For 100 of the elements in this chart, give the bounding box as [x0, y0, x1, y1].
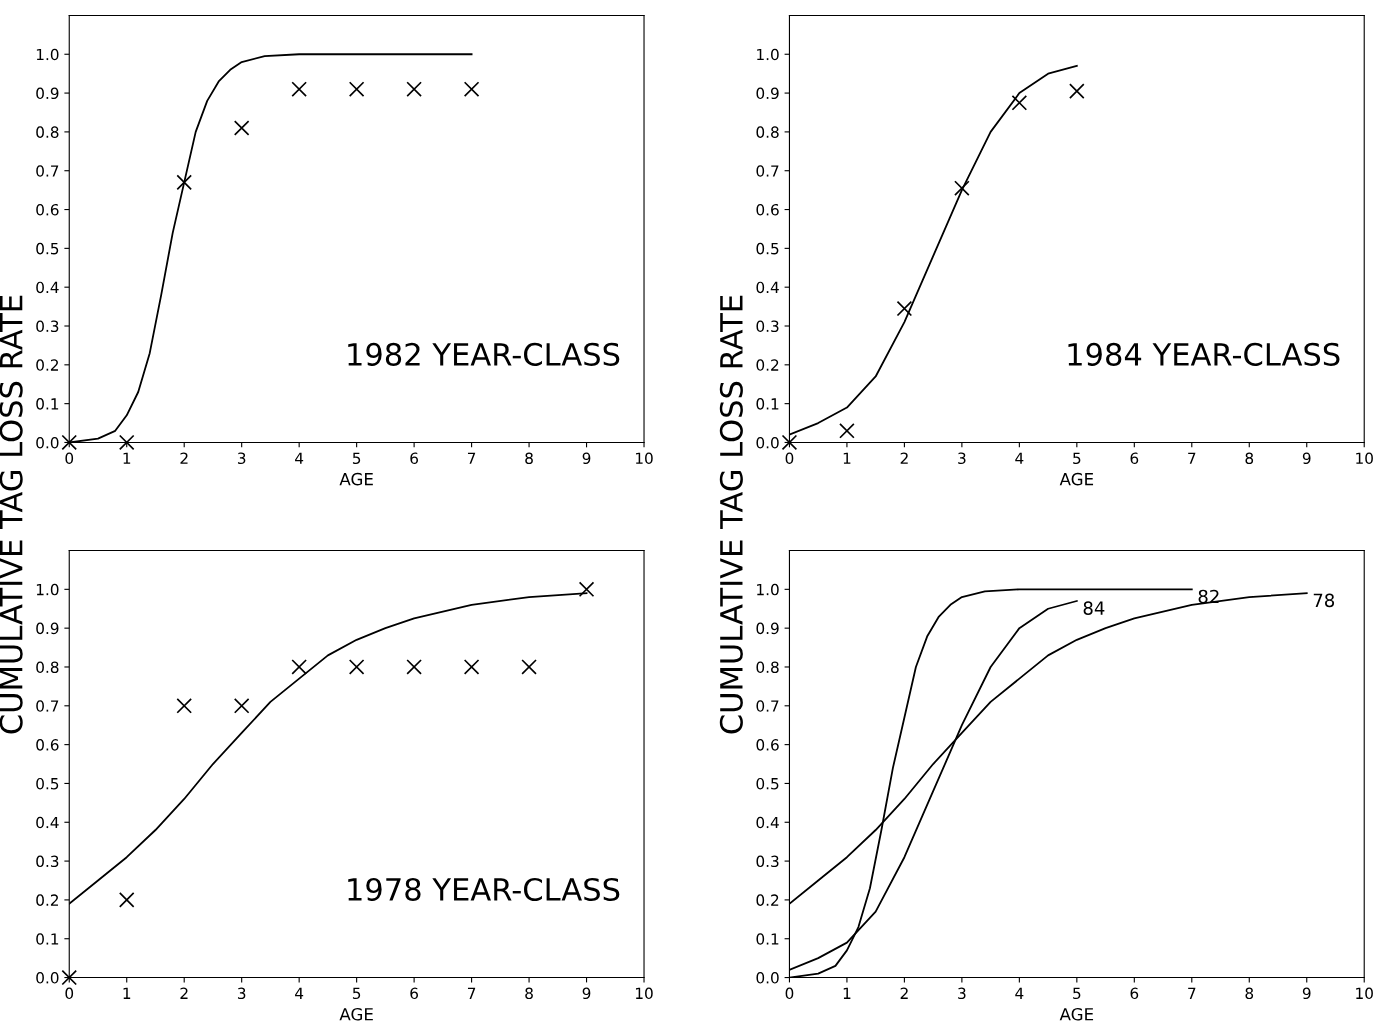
y-tick-label: 0.6 — [36, 204, 59, 216]
y-tick-label: 0.8 — [756, 126, 779, 138]
x-tick-label: 10 — [1356, 452, 1373, 465]
x-tick-label: 4 — [1015, 987, 1024, 999]
y-tick-label: 0.3 — [756, 320, 779, 333]
y-tick-label: 0.2 — [756, 894, 779, 906]
series-label: 84 — [1083, 601, 1105, 615]
y-tick-label: 0.5 — [756, 777, 779, 790]
y-tick-label: 0.0 — [36, 972, 59, 984]
point — [781, 434, 798, 451]
point — [291, 659, 307, 675]
y-tick-label: 0.9 — [756, 622, 779, 635]
point — [291, 81, 307, 97]
x-tick-label: 6 — [410, 452, 419, 465]
annotation: 1982 YEAR-CLASS — [348, 342, 620, 366]
y-tick-label: 0.0 — [36, 436, 59, 449]
x-tick-label: 4 — [295, 452, 304, 464]
x-tick-label: 4 — [1015, 452, 1024, 464]
x-tick-label: 4 — [295, 987, 304, 999]
point — [233, 120, 250, 136]
annotation: 1984 YEAR-CLASS — [1068, 342, 1340, 366]
y-tick-label: 1.0 — [757, 583, 779, 596]
x-tick-label: 5 — [1073, 452, 1081, 465]
y-tick-label: 1.0 — [36, 48, 59, 61]
y-tick-label: 0.1 — [756, 398, 779, 410]
x-axis-title: AGE — [339, 1007, 373, 1021]
x-tick-label: 10 — [635, 987, 653, 1000]
point — [1069, 83, 1085, 99]
point — [406, 81, 422, 97]
x-tick-label: 3 — [237, 452, 246, 465]
x-axis-title: AGE — [339, 472, 373, 486]
x-tick-label: 7 — [467, 987, 476, 999]
x-tick-label: 8 — [1245, 987, 1254, 1000]
series-label: 78 — [1313, 593, 1335, 608]
x-tick-label: 6 — [410, 987, 419, 1000]
x-tick-label: 0 — [785, 987, 794, 1000]
y-tick-label: 0.1 — [36, 933, 59, 945]
x-tick-label: 9 — [1302, 452, 1311, 465]
x-tick-label: 6 — [1130, 452, 1139, 465]
x-tick-label: 8 — [525, 452, 533, 465]
x-tick-label: 0 — [65, 987, 74, 1000]
y-tick-label: 0.4 — [756, 816, 779, 829]
y-tick-label: 0.3 — [36, 320, 59, 333]
x-tick-label: 1 — [123, 987, 131, 999]
point — [118, 434, 135, 451]
y-tick-label: 0.8 — [36, 661, 59, 673]
point — [176, 174, 192, 191]
y-tick-label: 0.4 — [36, 816, 59, 829]
x-tick-label: 0 — [65, 452, 74, 465]
y-tick-label: 0.5 — [36, 777, 59, 790]
y-tick-label: 0.7 — [756, 700, 779, 712]
y-tick-label: 0.7 — [756, 165, 779, 177]
y-axis-title: CUMULATIVE TAG LOSS RATE — [0, 295, 23, 734]
y-tick-label: 0.0 — [756, 972, 779, 984]
x-tick-label: 2 — [180, 452, 188, 464]
y-tick-label: 0.7 — [36, 165, 59, 177]
y-tick-label: 0.9 — [36, 622, 59, 635]
y-tick-label: 0.2 — [36, 894, 58, 906]
y-tick-label: 0.0 — [756, 436, 779, 449]
y-tick-label: 1.0 — [757, 48, 779, 61]
y-tick-label: 0.4 — [36, 281, 59, 294]
point — [463, 659, 480, 675]
point — [463, 81, 480, 97]
point — [233, 698, 250, 714]
y-tick-label: 0.6 — [756, 739, 779, 751]
x-axis-title: AGE — [1059, 472, 1094, 486]
x-tick-label: 8 — [1245, 452, 1254, 465]
x-tick-label: 0 — [785, 452, 794, 465]
x-tick-label: 1 — [843, 452, 851, 464]
y-tick-label: 0.3 — [36, 855, 59, 868]
x-tick-label: 7 — [1188, 987, 1196, 999]
point — [521, 659, 537, 675]
x-tick-label: 2 — [900, 987, 908, 999]
y-tick-label: 0.5 — [36, 242, 59, 255]
y-tick-label: 0.4 — [756, 281, 779, 294]
x-tick-label: 6 — [1130, 987, 1139, 1000]
x-tick-label: 3 — [958, 452, 966, 465]
annotation: 1978 YEAR-CLASS — [348, 877, 620, 902]
y-tick-label: 0.7 — [36, 700, 59, 712]
x-tick-label: 10 — [635, 452, 653, 465]
y-tick-label: 0.5 — [756, 242, 779, 255]
point — [406, 659, 422, 675]
x-tick-label: 1 — [123, 452, 131, 464]
point — [839, 423, 855, 439]
y-tick-label: 0.8 — [36, 126, 59, 138]
x-tick-label: 5 — [352, 452, 361, 465]
x-tick-label: 9 — [582, 987, 591, 1000]
x-tick-label: 2 — [900, 452, 908, 464]
point — [61, 434, 78, 451]
point — [896, 300, 913, 317]
y-tick-label: 0.1 — [36, 398, 59, 410]
y-tick-label: 1.0 — [36, 583, 59, 596]
x-tick-label: 2 — [180, 987, 188, 999]
y-tick-label: 0.2 — [36, 359, 58, 371]
y-tick-label: 0.3 — [756, 855, 779, 868]
x-tick-label: 3 — [958, 987, 966, 1000]
point — [954, 180, 970, 196]
point — [348, 81, 365, 97]
point — [61, 969, 78, 986]
point — [118, 892, 135, 908]
